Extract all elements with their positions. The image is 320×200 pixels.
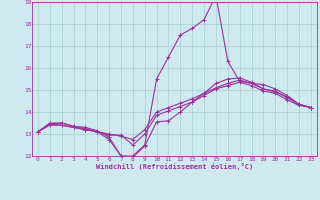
X-axis label: Windchill (Refroidissement éolien,°C): Windchill (Refroidissement éolien,°C) bbox=[96, 163, 253, 170]
